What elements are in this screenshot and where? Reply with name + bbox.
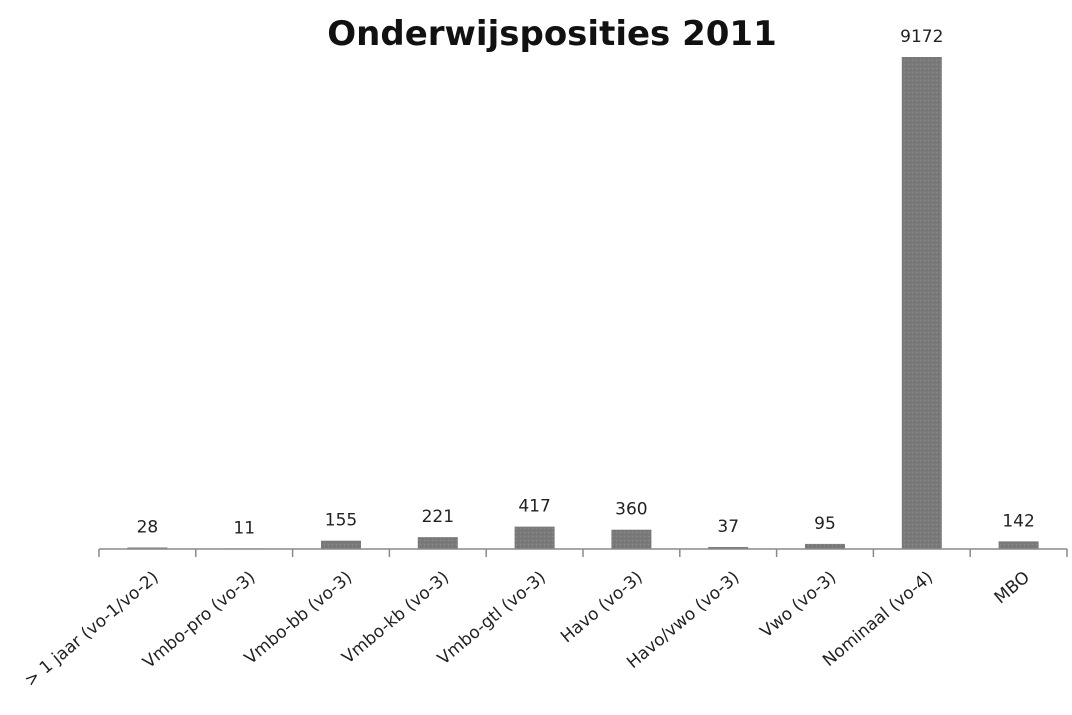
x-tick-label: Vwo (vo-3): [757, 568, 841, 643]
bar: [514, 526, 555, 549]
data-label: 142: [1002, 511, 1034, 531]
data-label: 28: [137, 517, 159, 537]
data-label: 417: [518, 497, 550, 517]
data-label: 11: [233, 518, 255, 538]
bar: [127, 547, 168, 549]
data-labels-group: 28 11 155 221 417 360 37 95 9172 142: [137, 27, 1035, 538]
bar: [417, 537, 458, 549]
data-label: 9172: [900, 27, 943, 47]
data-label: 95: [814, 514, 836, 534]
x-ticks-group: [98, 549, 1068, 557]
x-tick-label: MBO: [991, 568, 1034, 609]
bar: [708, 547, 749, 549]
bar: [321, 540, 361, 549]
bar: [805, 543, 845, 549]
chart-title: Onderwijsposities 2011: [327, 14, 777, 54]
data-label: 360: [615, 500, 647, 520]
bars-group: [127, 57, 1039, 549]
data-label: 37: [717, 517, 739, 537]
data-label: 221: [422, 507, 454, 527]
data-label: 155: [325, 511, 357, 531]
bar: [611, 529, 652, 549]
x-tick-label: > 1 jaar (vo-1/vo-2): [21, 568, 163, 691]
bar: [998, 541, 1039, 549]
x-tick-label: Havo (vo-3): [557, 568, 647, 648]
x-tick-labels-group: > 1 jaar (vo-1/vo-2)Vmbo-pro (vo-3)Vmbo-…: [21, 568, 1034, 691]
bar: [901, 57, 942, 549]
